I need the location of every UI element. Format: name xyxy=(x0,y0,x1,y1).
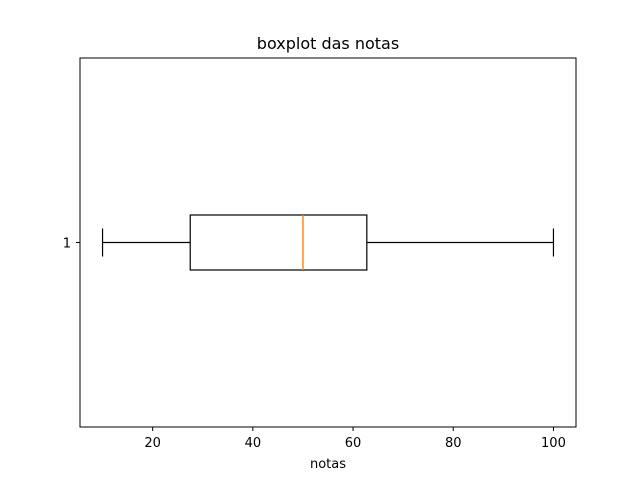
x-tick-label: 40 xyxy=(245,436,262,451)
x-tick-label: 60 xyxy=(345,436,362,451)
x-tick-label: 100 xyxy=(541,436,566,451)
x-axis: 20 40 60 80 100 xyxy=(144,427,566,451)
x-tick-label: 80 xyxy=(445,436,462,451)
plot-area xyxy=(101,214,555,271)
y-tick-label: 1 xyxy=(63,237,71,252)
x-tick-label: 20 xyxy=(144,436,161,451)
box-iqr xyxy=(189,214,368,271)
x-axis-label: notas xyxy=(310,457,346,472)
y-axis: 1 xyxy=(63,237,80,252)
chart-title: boxplot das notas xyxy=(257,34,399,53)
